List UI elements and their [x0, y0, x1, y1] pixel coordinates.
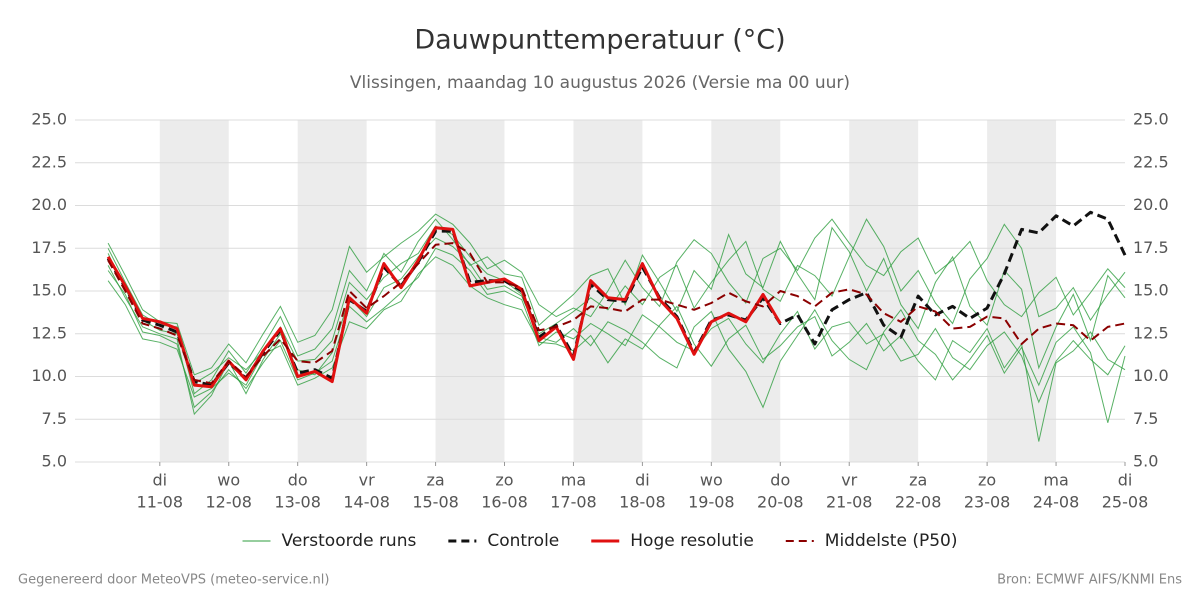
y2-tick-label: 5.0 [1133, 452, 1158, 471]
x-tick-weekday: ma [1043, 471, 1068, 490]
chart-title: Dauwpunttemperatuur (°C) [414, 25, 785, 56]
x-tick-weekday: zo [978, 471, 996, 490]
y-tick-label: 12.5 [31, 323, 67, 342]
y-tick-label: 22.5 [31, 152, 67, 171]
x-tick-label: 15-08 [412, 493, 459, 512]
x-tick-weekday: za [909, 471, 927, 490]
x-tick-weekday: za [426, 471, 444, 490]
x-tick-label: 18-08 [619, 493, 666, 512]
x-tick-weekday: vr [841, 471, 857, 490]
y-tick-label: 25.0 [31, 110, 67, 129]
legend-label: Controle [487, 531, 559, 551]
y-tick-label: 10.0 [31, 366, 67, 385]
x-tick-weekday: zo [495, 471, 513, 490]
x-tick-weekday: wo [217, 471, 240, 490]
y-tick-label: 17.5 [31, 238, 67, 257]
y-tick-label: 5.0 [42, 452, 67, 471]
legend-label: Hoge resolutie [630, 531, 754, 551]
x-tick-label: 24-08 [1033, 493, 1080, 512]
x-tick-label: 17-08 [550, 493, 597, 512]
y-tick-label: 15.0 [31, 281, 67, 300]
x-tick-label: 21-08 [826, 493, 873, 512]
y2-tick-label: 10.0 [1133, 366, 1169, 385]
ensemble-line [107, 237, 1126, 423]
x-tick-weekday: vr [359, 471, 375, 490]
x-tick-weekday: di [1118, 471, 1133, 490]
x-tick-label: 14-08 [343, 493, 390, 512]
x-tick-label: 23-08 [964, 493, 1011, 512]
x-tick-weekday: do [770, 471, 790, 490]
x-tick-label: 22-08 [895, 493, 942, 512]
x-tick-label: 25-08 [1102, 493, 1149, 512]
series-line [106, 226, 782, 389]
y-tick-label: 7.5 [42, 409, 67, 428]
y2-tick-label: 7.5 [1133, 409, 1158, 428]
footer-left: Gegenereerd door MeteoVPS (meteo-service… [18, 573, 329, 588]
x-tick-label: 12-08 [205, 493, 252, 512]
ensemble-line [107, 218, 1126, 395]
y2-tick-label: 17.5 [1133, 238, 1169, 257]
x-tick-label: 13-08 [274, 493, 321, 512]
y2-tick-label: 12.5 [1133, 323, 1169, 342]
x-tick-weekday: do [288, 471, 308, 490]
legend-label: Middelste (P50) [825, 531, 958, 551]
y-tick-label: 20.0 [31, 195, 67, 214]
x-tick-weekday: di [635, 471, 650, 490]
y2-tick-label: 22.5 [1133, 152, 1169, 171]
series-line [107, 242, 1126, 385]
ensemble-line [107, 213, 1126, 376]
x-tick-weekday: wo [700, 471, 723, 490]
y2-tick-label: 25.0 [1133, 110, 1169, 129]
legend: Verstoorde runs Controle Hoge resolutie Mid… [242, 531, 958, 551]
legend-label: Verstoorde runs [282, 531, 417, 551]
ensemble-line [107, 247, 1126, 409]
y2-tick-label: 15.0 [1133, 281, 1169, 300]
ensemble-line [107, 256, 1126, 442]
x-tick-label: 16-08 [481, 493, 528, 512]
x-tick-label: 20-08 [757, 493, 804, 512]
x-tick-weekday: di [152, 471, 167, 490]
x-tick-label: 19-08 [688, 493, 735, 512]
y2-tick-label: 20.0 [1133, 195, 1169, 214]
footer-right: Bron: ECMWF AIFS/KNMI Ens [997, 573, 1182, 588]
x-tick-label: 11-08 [137, 493, 184, 512]
chart-subtitle: Vlissingen, maandag 10 augustus 2026 (Ve… [350, 73, 850, 93]
x-tick-weekday: ma [561, 471, 586, 490]
